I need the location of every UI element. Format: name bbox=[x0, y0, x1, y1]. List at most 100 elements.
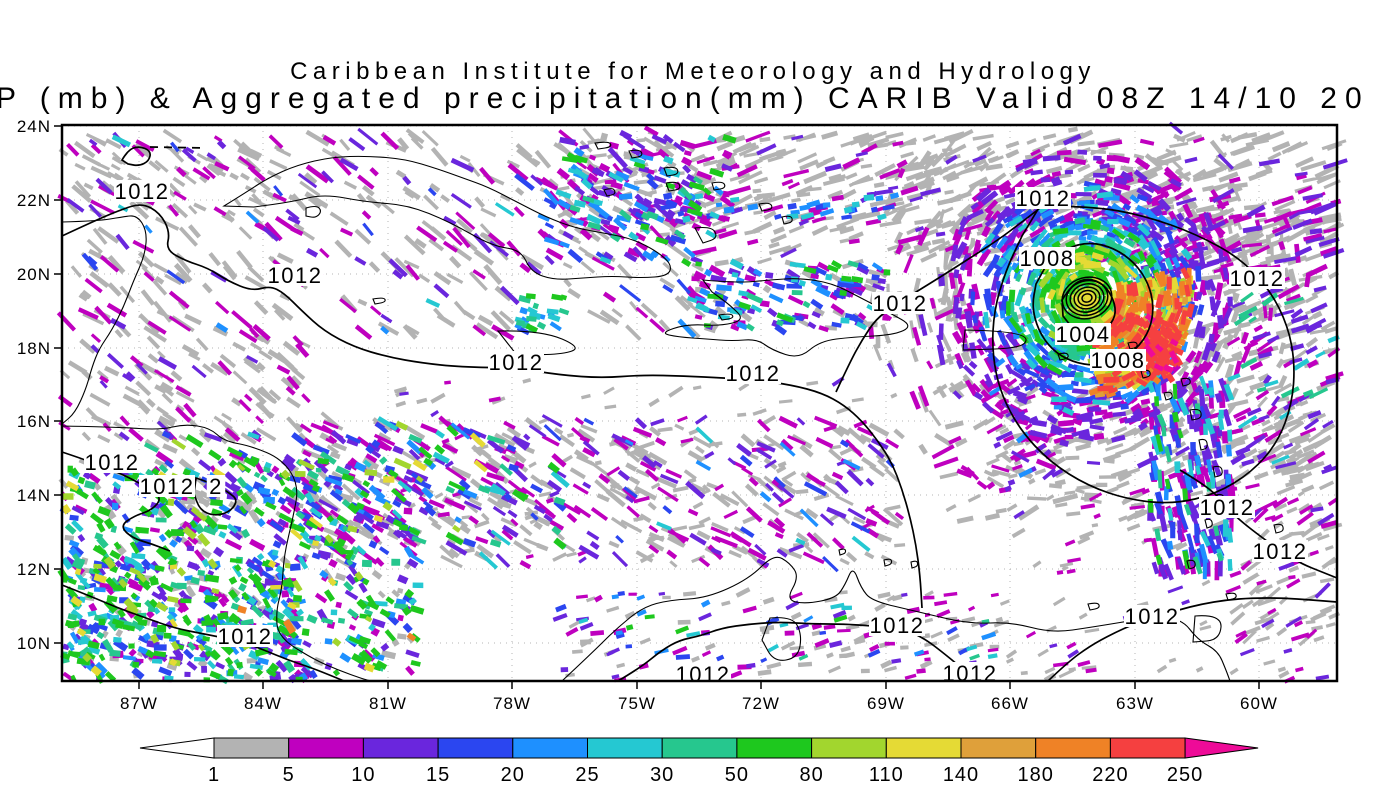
lon-tick-label: 81W bbox=[369, 694, 407, 713]
precip-cyn-speckles bbox=[61, 134, 1340, 682]
coastline bbox=[664, 278, 909, 357]
isobar-label-background bbox=[217, 625, 273, 647]
page-title: Caribbean Institute for Meteorology and … bbox=[290, 58, 1096, 85]
coastline bbox=[496, 330, 576, 356]
coastline bbox=[1273, 523, 1284, 534]
coastline bbox=[962, 329, 1027, 351]
colorbar-level-label: 50 bbox=[725, 764, 749, 786]
isobar-contour bbox=[1032, 242, 1154, 366]
colorbar-level-label: 30 bbox=[650, 764, 674, 786]
isobar-label-background bbox=[206, 475, 226, 497]
isobar-label: 1012 bbox=[726, 361, 781, 386]
lon-tick-label: 72W bbox=[742, 694, 780, 713]
coastline bbox=[1163, 391, 1173, 401]
isobar-label: 2 bbox=[209, 474, 223, 499]
colorbar-level-label: 5 bbox=[283, 764, 295, 786]
storm-center-isobar-ring bbox=[1073, 286, 1101, 310]
page-subtitle: P (mb) & Aggregated precipitation(mm) CA… bbox=[0, 82, 1370, 115]
storm-center-isobar-ring bbox=[1077, 289, 1097, 307]
colorbar-segment bbox=[960, 737, 1037, 759]
lat-tick-label: 12N bbox=[17, 560, 51, 579]
lat-tick-label: 20N bbox=[17, 265, 51, 284]
isobar-label-background bbox=[488, 351, 544, 373]
isobar-label: 1012 bbox=[268, 263, 323, 288]
coastline bbox=[61, 424, 372, 682]
coastline bbox=[758, 202, 773, 212]
coastline bbox=[781, 215, 793, 225]
storm-center-isobar-ring bbox=[1061, 276, 1113, 320]
coastline bbox=[761, 617, 802, 661]
coastline bbox=[61, 215, 147, 425]
coastline bbox=[603, 188, 616, 197]
isobar-label-background bbox=[1015, 187, 1071, 209]
precip-tea-speckles bbox=[60, 176, 1329, 685]
coastline bbox=[1127, 341, 1138, 350]
storm-center-isobar-ring bbox=[1081, 293, 1093, 303]
isobar-label-background bbox=[139, 475, 195, 497]
isobar-label: 1012 bbox=[870, 613, 925, 638]
precip-dod-speckles bbox=[64, 147, 1232, 683]
coastline bbox=[665, 181, 681, 192]
coastline bbox=[694, 226, 717, 244]
lon-tick-label: 66W bbox=[991, 694, 1029, 713]
coastline bbox=[628, 149, 643, 159]
isobar-label: 1012 bbox=[115, 179, 170, 204]
isobar-label: 1012 bbox=[873, 291, 928, 316]
colorbar-level-label: 110 bbox=[869, 764, 904, 786]
colorbar-segment bbox=[587, 737, 663, 759]
colorbar-segment bbox=[661, 737, 738, 759]
isobar-label-background bbox=[1199, 496, 1255, 518]
lat-tick-label: 18N bbox=[17, 339, 51, 358]
coastline bbox=[1087, 602, 1100, 611]
colorbar-segment bbox=[288, 737, 364, 759]
colorbar-segment bbox=[437, 737, 514, 759]
coastline bbox=[222, 155, 671, 280]
colorbar-level-label: 140 bbox=[943, 764, 979, 786]
map-frame-and-axes: 24N 22N 20N 18N 16N 14N 12N 10N 87W 84W 81W 78W 75W 7… bbox=[17, 117, 1339, 713]
coastline bbox=[1212, 465, 1223, 478]
isobar-label-background bbox=[869, 614, 925, 636]
isobar-contour bbox=[991, 205, 1295, 504]
coastline bbox=[910, 560, 919, 569]
pressure-isobars bbox=[61, 146, 1338, 682]
isobar-label: 1012 bbox=[489, 350, 544, 375]
coastline bbox=[838, 548, 847, 556]
coastline bbox=[1057, 352, 1069, 361]
lat-tick-label: 16N bbox=[17, 412, 51, 431]
precip-red-speckles bbox=[1085, 267, 1195, 394]
coastline bbox=[1204, 518, 1213, 529]
isobar-label-background bbox=[942, 662, 998, 684]
isobar-label: 1008 bbox=[1091, 348, 1146, 373]
isobar-contour bbox=[61, 204, 923, 609]
isobar-label: 1012 bbox=[1200, 495, 1255, 520]
coastline bbox=[372, 297, 386, 305]
colorbar-segment bbox=[362, 737, 439, 759]
lon-tick-label: 63W bbox=[1116, 694, 1154, 713]
lat-tick-label: 10N bbox=[17, 634, 51, 653]
colorbar-segment bbox=[811, 737, 887, 759]
coastline bbox=[711, 181, 726, 191]
coastline bbox=[1189, 408, 1202, 421]
coastline bbox=[594, 141, 612, 150]
isobar-label-background bbox=[1229, 267, 1285, 289]
precip-pnk-speckles bbox=[1143, 313, 1180, 374]
map-border bbox=[60, 123, 1339, 683]
isobar-label: 1004 bbox=[1056, 322, 1111, 347]
isobar-label: 1012 bbox=[1230, 266, 1285, 291]
colorbar-level-label: 250 bbox=[1167, 764, 1203, 786]
lat-tick-label: 14N bbox=[17, 486, 51, 505]
colorbar-over-arrow bbox=[1184, 737, 1259, 759]
lat-tick-label: 24N bbox=[17, 117, 51, 136]
isobar-label: 1012 bbox=[1253, 539, 1308, 564]
isobar-label-background bbox=[84, 451, 140, 473]
colorbar-level-label: 20 bbox=[501, 764, 525, 786]
isobar-label-background bbox=[1019, 247, 1075, 269]
isobar-label-background bbox=[872, 292, 928, 314]
colorbar-segment bbox=[885, 737, 962, 759]
isobar-label-background bbox=[1055, 323, 1111, 345]
colorbar-level-label: 25 bbox=[575, 764, 599, 786]
colorbar-level-label: 220 bbox=[1092, 764, 1128, 786]
isobar-label: 1012 bbox=[1125, 604, 1180, 629]
precipitation-field bbox=[56, 121, 1348, 685]
